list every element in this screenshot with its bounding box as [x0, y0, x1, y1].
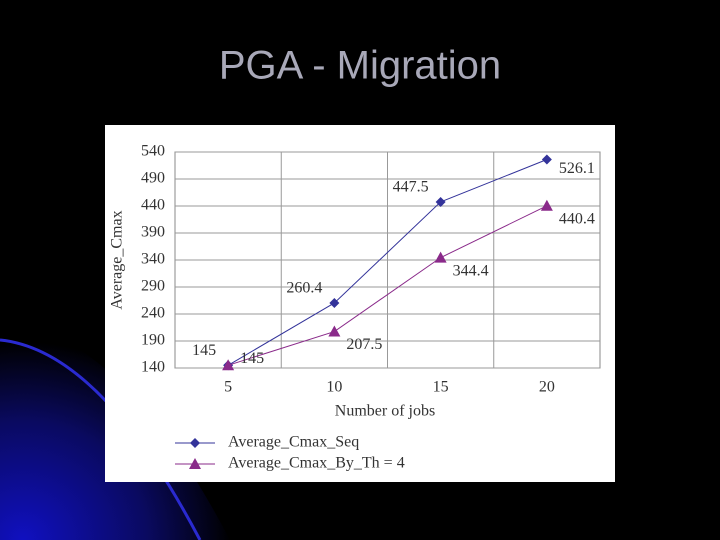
marker: [329, 297, 340, 308]
plot: 140 190 240 290 340 390 440 490 540 5 10 15 20 145 260…: [141, 143, 600, 472]
x-tick-label: 20: [539, 379, 555, 396]
marker: [540, 199, 553, 211]
marker: [541, 154, 552, 165]
y-tick-label: 240: [141, 305, 165, 322]
y-tick-label: 440: [141, 197, 165, 214]
data-label: 145: [192, 342, 216, 359]
marker: [434, 251, 447, 263]
marker: [435, 196, 446, 207]
y-tick-label: 290: [141, 278, 165, 295]
x-axis-label: Number of jobs: [335, 403, 435, 420]
data-label: 440.4: [559, 210, 595, 227]
y-tick-label: 340: [141, 251, 165, 268]
data-label: 447.5: [393, 179, 429, 196]
data-label: 145: [240, 350, 264, 367]
data-label: 526.1: [559, 160, 595, 177]
legend-label: Average_Cmax_By_Th = 4: [228, 455, 405, 472]
y-tick-label: 140: [141, 359, 165, 376]
data-label: 207.5: [346, 336, 382, 353]
x-tick-label: 15: [433, 379, 449, 396]
marker: [189, 458, 201, 469]
chart-area: [105, 125, 615, 482]
y-tick-label: 190: [141, 332, 165, 349]
marker: [328, 325, 341, 337]
data-label: 344.4: [453, 262, 489, 279]
y-tick-label: 490: [141, 170, 165, 187]
y-axis-label: Average_Cmax: [109, 210, 126, 309]
series-line: [227, 205, 548, 366]
data-label: 260.4: [286, 280, 322, 297]
slide-title: PGA - Migration: [219, 44, 501, 88]
x-tick-label: 10: [326, 379, 342, 396]
legend-label: Average_Cmax_Seq: [228, 434, 359, 451]
marker: [222, 359, 235, 371]
series-line: [227, 159, 548, 366]
marker: [190, 438, 200, 448]
x-tick-label: 5: [224, 379, 232, 396]
y-tick-label: 390: [141, 224, 165, 241]
swoosh-line: [0, 338, 202, 540]
y-tick-label: 540: [141, 143, 165, 160]
